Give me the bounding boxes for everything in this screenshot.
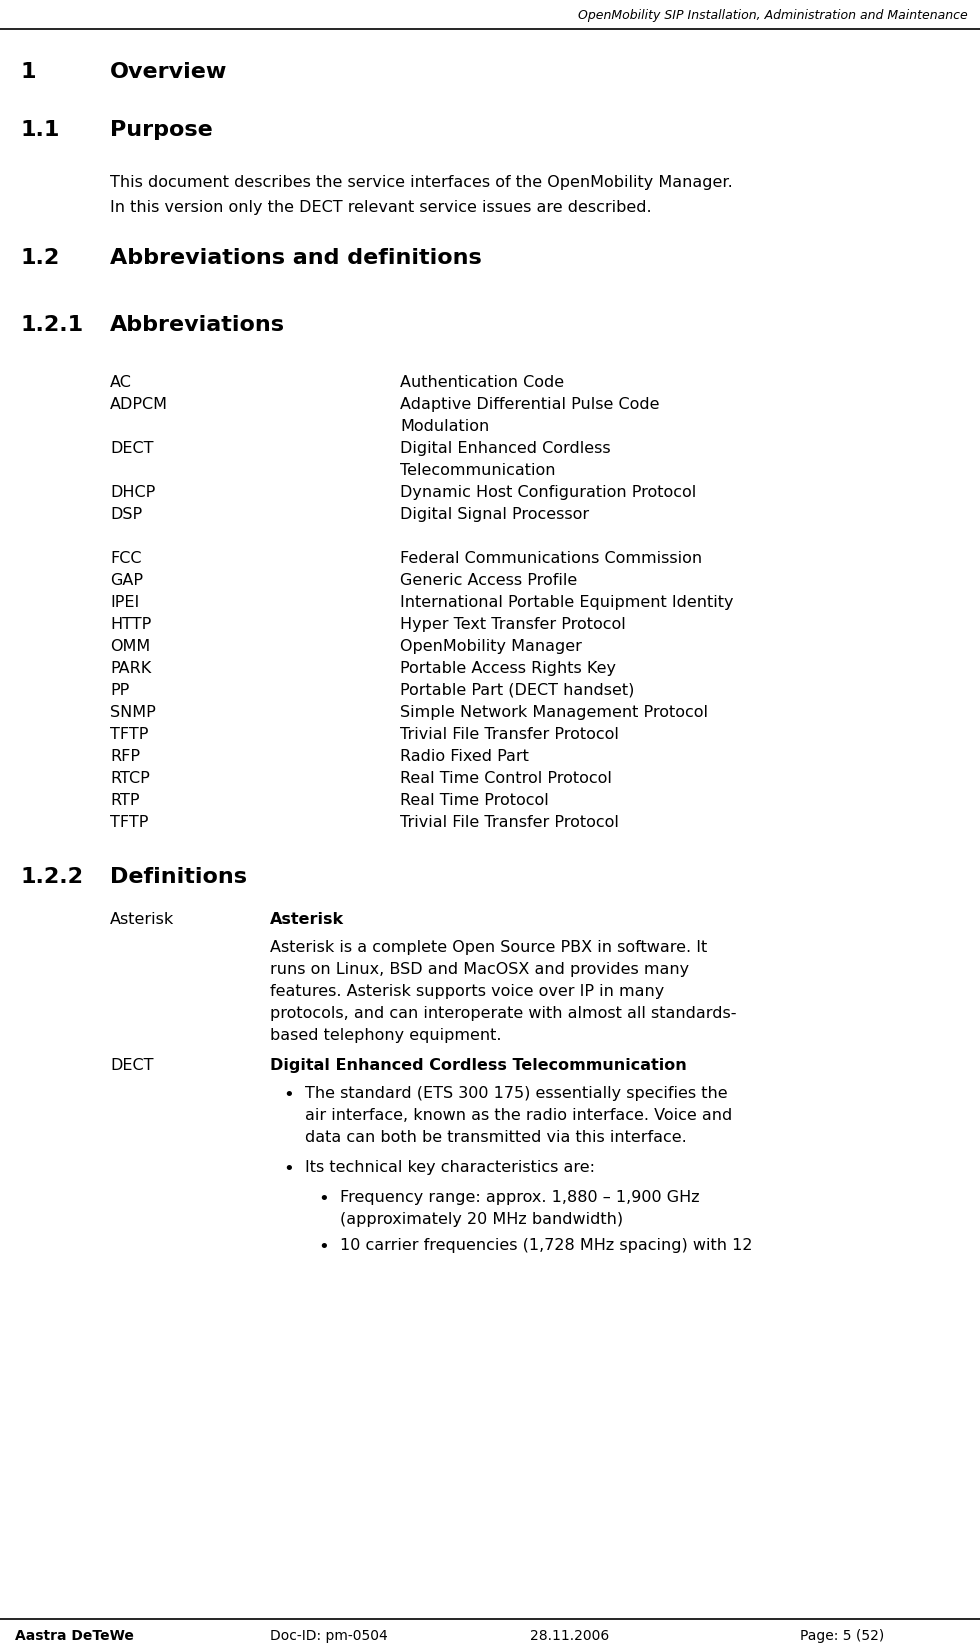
Text: Generic Access Profile: Generic Access Profile — [400, 572, 577, 588]
Text: 1.2: 1.2 — [20, 247, 59, 269]
Text: FCC: FCC — [110, 550, 141, 565]
Text: This document describes the service interfaces of the OpenMobility Manager.: This document describes the service inte… — [110, 175, 733, 190]
Text: OMM: OMM — [110, 639, 150, 654]
Text: Portable Part (DECT handset): Portable Part (DECT handset) — [400, 682, 634, 697]
Text: runs on Linux, BSD and MacOSX and provides many: runs on Linux, BSD and MacOSX and provid… — [270, 961, 689, 976]
Text: RTCP: RTCP — [110, 771, 150, 786]
Text: Trivial File Transfer Protocol: Trivial File Transfer Protocol — [400, 727, 619, 742]
Text: 28.11.2006: 28.11.2006 — [530, 1628, 610, 1641]
Text: PP: PP — [110, 682, 129, 697]
Text: 1.2.2: 1.2.2 — [20, 867, 83, 887]
Text: Purpose: Purpose — [110, 120, 213, 140]
Text: Portable Access Rights Key: Portable Access Rights Key — [400, 661, 616, 676]
Text: RFP: RFP — [110, 748, 140, 763]
Text: In this version only the DECT relevant service issues are described.: In this version only the DECT relevant s… — [110, 199, 652, 214]
Text: OpenMobility SIP Installation, Administration and Maintenance: OpenMobility SIP Installation, Administr… — [578, 8, 968, 21]
Text: DHCP: DHCP — [110, 485, 155, 499]
Text: Definitions: Definitions — [110, 867, 247, 887]
Text: Dynamic Host Configuration Protocol: Dynamic Host Configuration Protocol — [400, 485, 696, 499]
Text: Asterisk: Asterisk — [110, 911, 174, 926]
Text: 1.1: 1.1 — [20, 120, 60, 140]
Text: Aastra DeTeWe: Aastra DeTeWe — [15, 1628, 134, 1641]
Text: Telecommunication: Telecommunication — [400, 463, 556, 478]
Text: Doc-ID: pm-0504: Doc-ID: pm-0504 — [270, 1628, 388, 1641]
Text: Asterisk: Asterisk — [270, 911, 344, 926]
Text: HTTP: HTTP — [110, 616, 151, 631]
Text: •: • — [283, 1159, 294, 1177]
Text: Authentication Code: Authentication Code — [400, 374, 564, 391]
Text: air interface, known as the radio interface. Voice and: air interface, known as the radio interf… — [305, 1107, 732, 1122]
Text: GAP: GAP — [110, 572, 143, 588]
Text: Abbreviations and definitions: Abbreviations and definitions — [110, 247, 482, 269]
Text: 1.2.1: 1.2.1 — [20, 315, 83, 335]
Text: Radio Fixed Part: Radio Fixed Part — [400, 748, 529, 763]
Text: RTP: RTP — [110, 793, 139, 808]
Text: •: • — [318, 1238, 328, 1256]
Text: Modulation: Modulation — [400, 419, 489, 433]
Text: DECT: DECT — [110, 1058, 154, 1073]
Text: Federal Communications Commission: Federal Communications Commission — [400, 550, 702, 565]
Text: TFTP: TFTP — [110, 814, 148, 829]
Text: DSP: DSP — [110, 506, 142, 522]
Text: •: • — [318, 1190, 328, 1208]
Text: AC: AC — [110, 374, 132, 391]
Text: DECT: DECT — [110, 440, 154, 456]
Text: Frequency range: approx. 1,880 – 1,900 GHz: Frequency range: approx. 1,880 – 1,900 G… — [340, 1190, 700, 1205]
Text: The standard (ETS 300 175) essentially specifies the: The standard (ETS 300 175) essentially s… — [305, 1086, 727, 1101]
Text: (approximately 20 MHz bandwidth): (approximately 20 MHz bandwidth) — [340, 1211, 623, 1226]
Text: IPEI: IPEI — [110, 595, 139, 610]
Text: data can both be transmitted via this interface.: data can both be transmitted via this in… — [305, 1129, 687, 1144]
Text: Abbreviations: Abbreviations — [110, 315, 285, 335]
Text: Trivial File Transfer Protocol: Trivial File Transfer Protocol — [400, 814, 619, 829]
Text: Simple Network Management Protocol: Simple Network Management Protocol — [400, 705, 708, 720]
Text: ADPCM: ADPCM — [110, 397, 168, 412]
Text: TFTP: TFTP — [110, 727, 148, 742]
Text: SNMP: SNMP — [110, 705, 156, 720]
Text: Adaptive Differential Pulse Code: Adaptive Differential Pulse Code — [400, 397, 660, 412]
Text: Overview: Overview — [110, 63, 227, 82]
Text: Real Time Control Protocol: Real Time Control Protocol — [400, 771, 612, 786]
Text: PARK: PARK — [110, 661, 151, 676]
Text: 10 carrier frequencies (1,728 MHz spacing) with 12: 10 carrier frequencies (1,728 MHz spacin… — [340, 1238, 753, 1252]
Text: OpenMobility Manager: OpenMobility Manager — [400, 639, 582, 654]
Text: •: • — [283, 1086, 294, 1103]
Text: 1: 1 — [20, 63, 35, 82]
Text: features. Asterisk supports voice over IP in many: features. Asterisk supports voice over I… — [270, 984, 664, 999]
Text: Its technical key characteristics are:: Its technical key characteristics are: — [305, 1159, 595, 1175]
Text: protocols, and can interoperate with almost all standards-: protocols, and can interoperate with alm… — [270, 1005, 737, 1020]
Text: Digital Enhanced Cordless Telecommunication: Digital Enhanced Cordless Telecommunicat… — [270, 1058, 687, 1073]
Text: Asterisk is a complete Open Source PBX in software. It: Asterisk is a complete Open Source PBX i… — [270, 939, 708, 954]
Text: International Portable Equipment Identity: International Portable Equipment Identit… — [400, 595, 733, 610]
Text: Page: 5 (52): Page: 5 (52) — [800, 1628, 884, 1641]
Text: Hyper Text Transfer Protocol: Hyper Text Transfer Protocol — [400, 616, 626, 631]
Text: Digital Enhanced Cordless: Digital Enhanced Cordless — [400, 440, 611, 456]
Text: Real Time Protocol: Real Time Protocol — [400, 793, 549, 808]
Text: based telephony equipment.: based telephony equipment. — [270, 1027, 502, 1043]
Text: Digital Signal Processor: Digital Signal Processor — [400, 506, 589, 522]
